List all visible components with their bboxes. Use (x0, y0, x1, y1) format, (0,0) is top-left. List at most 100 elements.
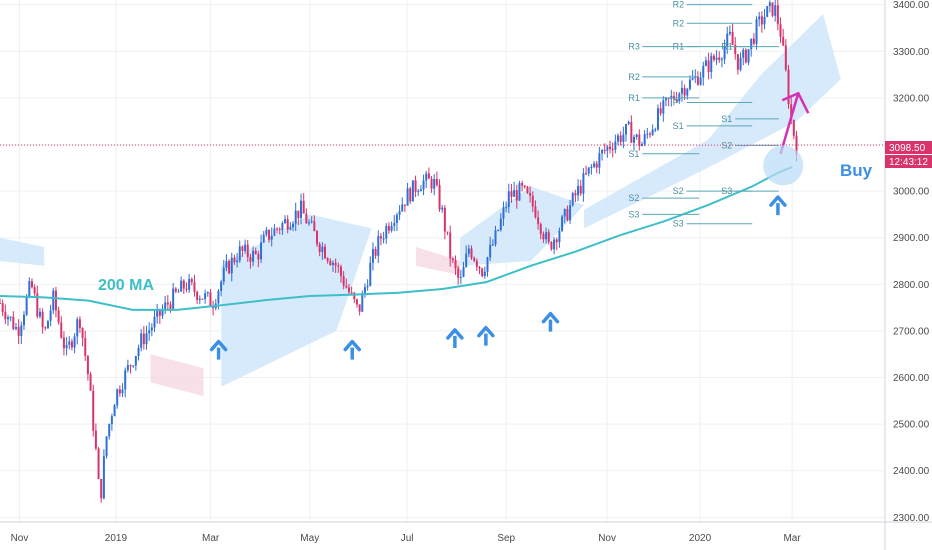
candle-body (302, 200, 305, 214)
candle-body (675, 99, 678, 102)
candle-body (787, 69, 790, 105)
price-tag-countdown: 12:43:12 (889, 157, 928, 168)
candle-body (44, 327, 47, 329)
candle-body (470, 248, 473, 258)
candle-body (635, 134, 638, 138)
candle-body (57, 310, 60, 323)
candle-body (739, 57, 742, 70)
candle-body (190, 279, 193, 283)
candle-body (379, 236, 382, 239)
candle-body (603, 149, 606, 151)
candle-body (12, 316, 15, 329)
candle-body (84, 338, 87, 357)
candle-body (571, 193, 574, 206)
candle-body (137, 347, 140, 356)
candle-body (566, 209, 569, 221)
candle-body (262, 234, 265, 243)
candle-body (707, 60, 710, 73)
candle-body (169, 304, 172, 309)
candle-body (558, 230, 561, 243)
candle-body (529, 192, 532, 196)
candle-body (265, 229, 268, 235)
candle-body (33, 287, 36, 294)
candle-body (236, 260, 239, 263)
candle-body (553, 239, 556, 250)
support-arrow-head (343, 339, 361, 352)
candle-body (161, 309, 164, 316)
y-tick-label: 2700.00 (893, 326, 930, 337)
candle-body (625, 124, 628, 135)
candle-body (459, 276, 462, 278)
candle-body (664, 97, 667, 101)
candle-body (132, 365, 135, 367)
candle-body (409, 188, 412, 202)
candle-body (662, 100, 665, 114)
pivot-label: S1 (628, 149, 639, 159)
candle-body (502, 207, 505, 219)
candle-body (726, 33, 729, 47)
candle-body (260, 242, 263, 260)
candle-body (776, 5, 779, 25)
candle-body (715, 57, 718, 60)
cloud-area (150, 354, 204, 397)
candle-body (126, 365, 129, 371)
candle-body (505, 207, 508, 209)
candle-body (648, 133, 651, 135)
candle-body (212, 306, 215, 309)
support-arrow-head (541, 311, 560, 324)
candle-body (443, 207, 446, 232)
candle-body (158, 309, 161, 316)
candle-body (510, 191, 513, 197)
candle-body (760, 16, 763, 25)
candle-body (449, 232, 452, 259)
candle-body (201, 298, 204, 300)
candle-body (534, 206, 537, 218)
buy-label: Buy (840, 161, 873, 180)
candle-body (601, 149, 604, 154)
candle-body (316, 231, 319, 245)
candle-body (78, 319, 81, 328)
candle-body (680, 87, 683, 94)
candle-body (377, 236, 380, 256)
candle-body (310, 221, 313, 223)
candle-body (659, 108, 662, 114)
candle-body (414, 180, 417, 192)
candle-body (742, 49, 745, 58)
candle-body (148, 330, 151, 334)
candle-body (0, 302, 1, 304)
candle-body (454, 260, 457, 269)
candle-body (387, 225, 390, 231)
y-tick-label: 2500.00 (893, 420, 930, 431)
candle-body (638, 134, 641, 146)
candle-body (710, 55, 713, 73)
projection-arrow-shaft (779, 92, 800, 155)
candle-body (406, 188, 409, 206)
candle-body (284, 219, 287, 224)
candle-body (281, 223, 284, 231)
candle-body (1, 303, 4, 312)
candle-body (308, 222, 311, 224)
candle-body (784, 45, 787, 70)
candle-body (483, 271, 486, 277)
candle-body (481, 268, 484, 277)
y-tick-label: 2900.00 (893, 233, 930, 244)
y-tick-label: 2800.00 (893, 280, 930, 291)
candle-body (150, 327, 153, 331)
candle-body (118, 389, 121, 394)
candle-body (70, 341, 73, 348)
support-arrow-head (446, 328, 464, 340)
candle-body (92, 390, 95, 431)
candle-body (393, 223, 396, 226)
candle-body (619, 135, 622, 142)
candle-body (774, 5, 777, 16)
candle-body (691, 78, 694, 80)
candle-body (489, 244, 492, 258)
candle-body (497, 229, 500, 231)
candle-body (76, 319, 79, 337)
candle-body (182, 280, 185, 289)
candle-body (712, 55, 715, 60)
candle-body (334, 262, 337, 266)
candle-body (81, 327, 84, 339)
candle-body (643, 134, 646, 145)
candle-body (718, 57, 721, 61)
